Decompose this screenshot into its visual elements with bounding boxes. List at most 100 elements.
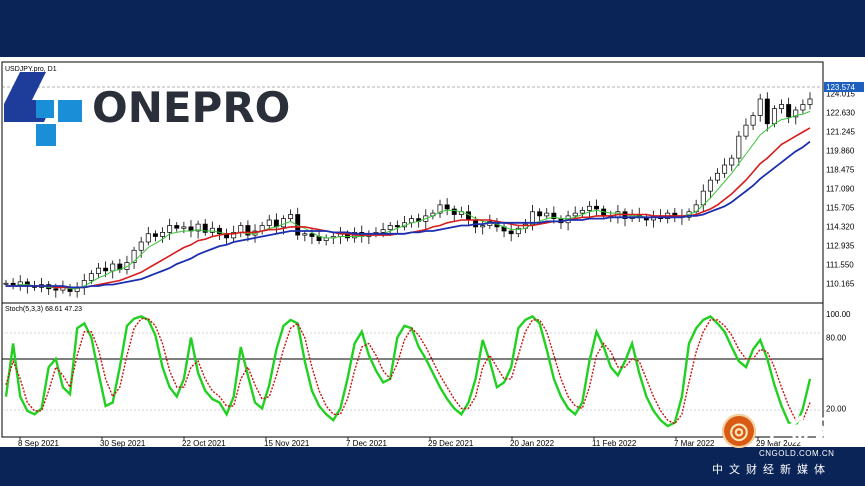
logo-square-1: [36, 100, 54, 118]
stoch-d-line: [5, 318, 811, 425]
price-tick-label: 121.245: [826, 127, 855, 136]
stoch-tick-label: 100.00: [826, 310, 851, 319]
candle-body: [124, 262, 130, 270]
price-axis: 124.015 122.630 121.245 119.860 118.475 117.0…: [826, 89, 855, 288]
current-price-label: 123.574: [826, 83, 855, 92]
candle-body: [508, 230, 514, 235]
price-tick-label: 115.705: [826, 204, 855, 213]
candle-body: [195, 223, 201, 232]
price-tick-label: 111.550: [826, 261, 854, 270]
candle-body: [793, 109, 799, 118]
candle-body: [131, 249, 137, 263]
x-tick-label: 7 Dec 2021: [346, 439, 387, 447]
stoch-tick-label: 20.00: [826, 404, 847, 413]
candle-body: [302, 233, 308, 236]
candle-body: [551, 212, 557, 219]
candle-body: [537, 211, 543, 217]
candle-body: [757, 98, 763, 116]
candle-body: [594, 205, 600, 210]
price-tick-label: 117.090: [826, 185, 855, 194]
logo-square-2: [58, 100, 82, 122]
candle-body: [515, 227, 521, 235]
candle-body: [444, 204, 450, 210]
candle-body: [238, 225, 244, 233]
candle-body: [729, 157, 735, 166]
stoch-pane-frame: [1, 302, 824, 438]
candle-body: [764, 98, 770, 125]
logo-square-3: [36, 124, 56, 146]
candle-body: [786, 104, 792, 118]
candle-body: [579, 210, 585, 214]
x-axis: 8 Sep 2021 30 Sep 2021 22 Oct 2021 15 Nov 2…: [18, 437, 801, 447]
chart-svg: 124.015 122.630 121.245 119.860 118.475 117.0…: [1, 61, 864, 447]
candle-body: [103, 267, 109, 272]
ma-line-3: [6, 140, 811, 289]
candle-body: [288, 214, 294, 219]
candle-body: [722, 164, 728, 174]
candle-body: [3, 282, 9, 285]
x-tick-label: 22 Oct 2021: [182, 439, 226, 447]
price-tick-label: 119.860: [826, 146, 855, 155]
x-tick-label: 8 Sep 2021: [18, 439, 59, 447]
moving-averages: [6, 110, 811, 290]
candle-body: [387, 225, 393, 230]
price-chart-title: USDJPY.pro, D1: [5, 66, 57, 73]
candle-body: [110, 263, 116, 272]
stochastic-lines: [4, 314, 812, 428]
candle-body: [779, 104, 785, 109]
stoch-axis: 100.00 80.00 20.00: [826, 310, 851, 413]
x-tick-label: 29 Mar 2022: [756, 439, 801, 447]
watermark-title: 中金网: [758, 414, 843, 447]
stoch-tick-label: 80.00: [826, 334, 847, 343]
x-tick-label: 15 Nov 2021: [264, 439, 310, 447]
candle-body: [437, 204, 443, 214]
candle-body: [309, 233, 315, 237]
candle-body: [181, 226, 187, 229]
candle-body: [750, 115, 756, 126]
x-tick-label: 29 Dec 2021: [428, 439, 474, 447]
x-tick-label: 30 Sep 2021: [100, 439, 146, 447]
candle-body: [10, 282, 16, 285]
price-tick-label: 118.475: [826, 165, 855, 174]
price-tick-label: 112.935: [826, 242, 855, 251]
watermark-url: CNGOLD.COM.CN: [759, 449, 835, 458]
candle-body: [736, 135, 742, 159]
candle-body: [707, 179, 713, 192]
price-tick-label: 124.015: [826, 89, 855, 98]
candle-body: [807, 98, 813, 105]
candle-body: [88, 273, 94, 281]
candle-body: [266, 219, 272, 226]
candle-body: [231, 232, 237, 239]
candle-body: [167, 225, 173, 233]
candle-body: [281, 218, 286, 228]
candle-body: [380, 229, 386, 233]
candle-body: [145, 233, 151, 243]
candle-body: [174, 225, 180, 229]
price-pane-frame: [1, 61, 824, 360]
chart-panel: 124.015 122.630 121.245 119.860 118.475 117.0…: [0, 57, 865, 447]
candle-body: [138, 241, 144, 251]
price-tick-label: 114.320: [826, 223, 855, 232]
candle-body: [743, 124, 749, 137]
candle-body: [202, 223, 208, 233]
candle-body: [480, 225, 486, 228]
candle-body: [53, 288, 59, 291]
candle-body: [771, 108, 777, 125]
candle-body: [394, 225, 400, 228]
candle-body: [216, 227, 222, 235]
candle-body: [715, 172, 720, 181]
candle-body: [152, 233, 158, 237]
candle-body: [544, 212, 550, 217]
current-price-box: [824, 82, 864, 92]
stoch-title: Stoch(5,3,3) 68.61 47.23: [5, 306, 82, 313]
candle-body: [245, 225, 251, 236]
candle-body: [160, 232, 165, 237]
x-tick-label: 7 Mar 2022: [674, 439, 715, 447]
stoch-k-line: [4, 314, 812, 428]
candle-body: [96, 267, 101, 274]
onepro-logo: [4, 72, 82, 146]
brand-name: ONEPRO: [92, 83, 291, 132]
candle-body: [586, 205, 592, 211]
cngold-logo-glyph: ◎: [729, 418, 749, 443]
x-tick-label: 20 Jan 2022: [510, 439, 555, 447]
